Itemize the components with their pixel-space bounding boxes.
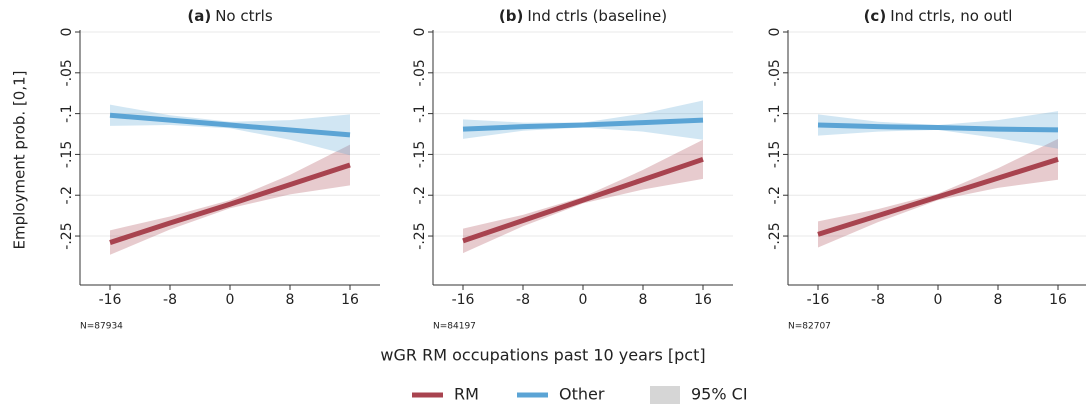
y-tick-label: -.1: [59, 104, 75, 122]
legend-label: 95% CI: [691, 385, 748, 404]
x-axis-label: wGR RM occupations past 10 years [pct]: [380, 346, 705, 365]
x-tick-label: 16: [694, 292, 712, 308]
y-tick-label: -.2: [59, 186, 75, 204]
x-tick-label: 8: [286, 292, 295, 308]
y-tick-label: 0: [412, 28, 428, 37]
series-line: [817, 122, 1059, 133]
panel-title: (b) Ind ctrls (baseline): [499, 7, 667, 25]
y-tick-label: -.2: [412, 186, 428, 204]
legend-label: RM: [454, 385, 479, 404]
series-line: [817, 156, 1059, 237]
title-text: Ind ctrls (baseline): [527, 7, 667, 25]
y-tick-label: -.25: [767, 222, 783, 249]
y-tick-label: -.2: [767, 186, 783, 204]
x-tick-label: 0: [934, 292, 943, 308]
x-tick-label: -16: [99, 292, 122, 308]
note: N=84197: [433, 322, 476, 332]
x-tick-label: -8: [871, 292, 885, 308]
series-line: [462, 156, 704, 244]
ci-band: [110, 144, 350, 255]
ci-band: [110, 104, 350, 156]
series-line: [109, 112, 351, 138]
y-tick-label: -.1: [767, 104, 783, 122]
y-tick-label: -.15: [767, 141, 783, 168]
ci-band: [463, 100, 703, 140]
x-tick-label: -8: [516, 292, 530, 308]
y-tick-label: -.15: [412, 141, 428, 168]
x-tick-label: 8: [639, 292, 648, 308]
title-prefix: (a): [187, 7, 211, 25]
y-tick-label: -.05: [59, 59, 75, 86]
panel-title: (a) No ctrls: [187, 7, 272, 25]
series-line: [462, 117, 704, 132]
legend-swatch: [650, 386, 680, 404]
panel: (b) Ind ctrls (baseline) 0 -.05 -.1 -.15 -.2 -.…: [412, 7, 733, 332]
y-tick-label: -.25: [59, 222, 75, 249]
legend-label: Other: [559, 385, 605, 404]
y-tick-label: 0: [59, 28, 75, 37]
x-tick-label: -16: [452, 292, 475, 308]
series-line: [109, 162, 351, 245]
ci-band: [463, 139, 703, 254]
panel-title: (c) Ind ctrls, no outl: [864, 7, 1013, 25]
x-tick-label: 16: [1049, 292, 1067, 308]
y-tick-label: -.25: [412, 222, 428, 249]
y-tick-label: -.1: [412, 104, 428, 122]
note: N=82707: [788, 322, 831, 332]
x-tick-label: 16: [341, 292, 359, 308]
y-axis-label: Employment prob. [0,1]: [11, 71, 29, 250]
x-tick-label: 0: [226, 292, 235, 308]
legend: RM Other 95% CI: [412, 385, 748, 404]
title-text: Ind ctrls, no outl: [890, 7, 1012, 25]
title-prefix: (c): [864, 7, 887, 25]
ci-band: [818, 138, 1058, 248]
x-tick-label: -16: [807, 292, 830, 308]
panel: (a) No ctrls 0 -.05 -.1 -.15 -.2 -.25 -16 -8 0 8 16 E…: [11, 7, 380, 332]
title-prefix: (b): [499, 7, 523, 25]
y-tick-label: -.15: [59, 141, 75, 168]
y-tick-label: -.05: [412, 59, 428, 86]
note: N=87934: [80, 322, 123, 332]
x-tick-label: 8: [994, 292, 1003, 308]
x-tick-label: 0: [579, 292, 588, 308]
title-text: No ctrls: [215, 7, 273, 25]
x-tick-label: -8: [163, 292, 177, 308]
y-tick-label: -.05: [767, 59, 783, 86]
panel: (c) Ind ctrls, no outl 0 -.05 -.1 -.15 -.2 -.25…: [767, 7, 1086, 332]
y-tick-label: 0: [767, 28, 783, 37]
